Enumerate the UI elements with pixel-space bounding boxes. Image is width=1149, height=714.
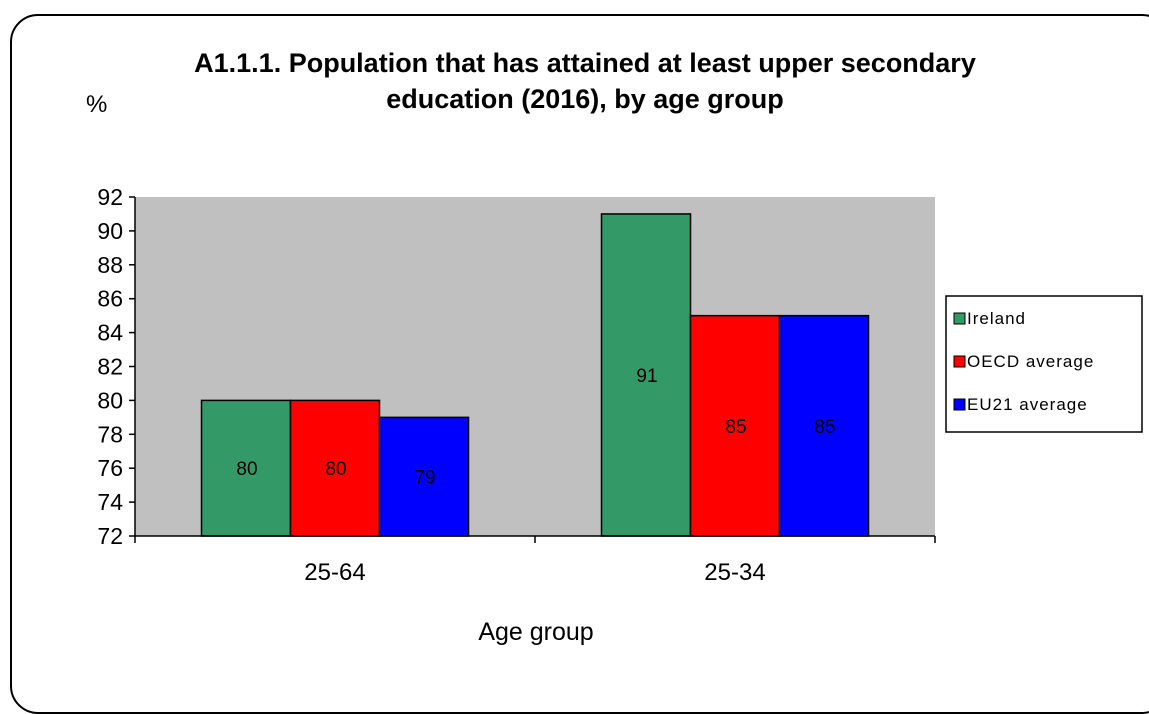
y-tick-label: 92: [97, 184, 123, 210]
y-axis-unit: %: [86, 91, 107, 118]
data-label: 79: [414, 468, 435, 489]
bar-eu21-average-25-64: [378, 416, 470, 537]
y-tick-label: 80: [97, 387, 123, 413]
y-tick-label: 82: [97, 354, 123, 380]
y-tick-label: 86: [97, 286, 123, 312]
legend-swatch: [953, 355, 966, 368]
bar-eu21-average-25-34: [778, 314, 870, 537]
chart-svg: A1.1.1. Population that has attained at …: [86, 48, 1143, 646]
legend-swatch: [953, 398, 966, 411]
legend-swatch: [953, 312, 966, 325]
x-axis-title: Age group: [478, 618, 593, 646]
x-category-label: 25-34: [704, 559, 765, 586]
data-label: 91: [636, 366, 657, 387]
chart-title-line-1: A1.1.1. Population that has attained at …: [194, 48, 976, 78]
y-tick-label: 78: [97, 421, 123, 447]
data-label: 85: [725, 417, 746, 438]
bar-oecd-average-25-64: [289, 399, 381, 537]
legend-label: OECD average: [967, 352, 1094, 371]
data-label: 80: [236, 459, 257, 480]
legend-box: [945, 295, 1143, 433]
y-tick-label: 76: [97, 455, 123, 481]
data-label: 80: [325, 459, 346, 480]
chart-title-line-2: education (2016), by age group: [386, 84, 784, 114]
y-tick-label: 88: [97, 252, 123, 278]
data-label: 85: [814, 417, 835, 438]
y-tick-label: 74: [97, 489, 123, 515]
y-tick-label: 72: [97, 523, 123, 549]
bar-ireland-25-34: [600, 213, 692, 537]
y-tick-label: 84: [97, 320, 123, 346]
x-category-label: 25-64: [304, 559, 365, 586]
legend-label: EU21 average: [967, 395, 1088, 414]
legend-label: Ireland: [967, 309, 1026, 328]
bar-oecd-average-25-34: [689, 314, 781, 537]
y-tick-label: 90: [97, 218, 123, 244]
